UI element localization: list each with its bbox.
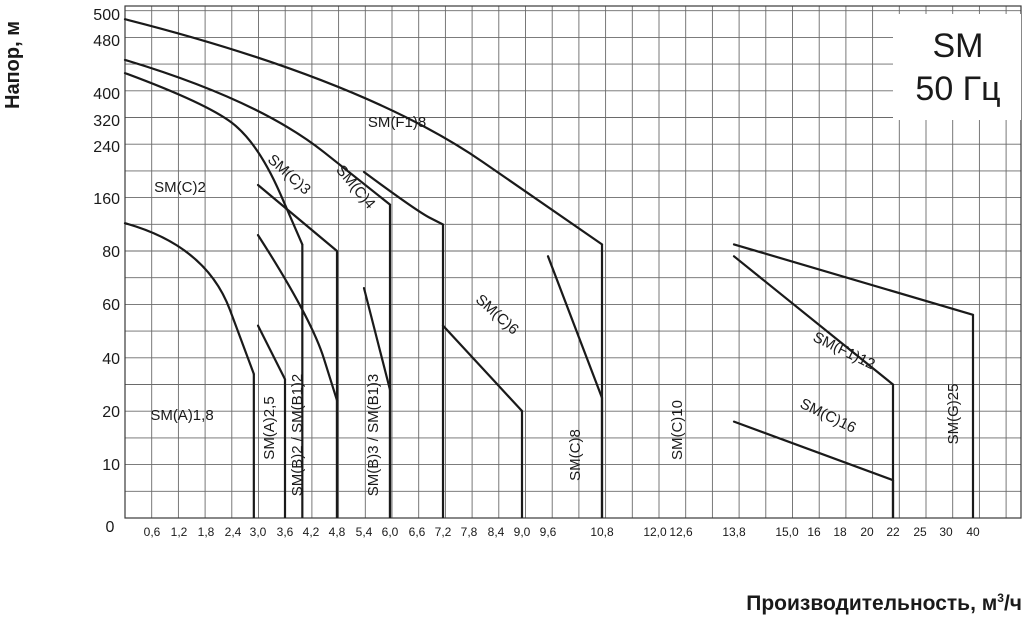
series-label-6: SM(B)3 / SM(B1)3 <box>365 374 382 497</box>
series-curve-1 <box>123 72 304 246</box>
x-tick-label: 0,6 <box>144 525 161 539</box>
x-tick-label: 12,0 <box>643 525 667 539</box>
y-axis-label: Напор, м <box>2 21 24 109</box>
x-tick-label: 1,8 <box>198 525 215 539</box>
x-tick-label: 2,4 <box>225 525 242 539</box>
series-curve-7 <box>362 170 445 226</box>
x-axis-label-sup: 3 <box>997 591 1004 605</box>
series-label-12: SM(F1)12 <box>810 329 877 374</box>
series-label-5: SM(C)4 <box>332 162 378 213</box>
series-curve-8 <box>441 324 524 413</box>
y-tick-label: 160 <box>93 191 120 208</box>
y-tick-label: 80 <box>102 244 120 261</box>
x-tick-label: 20 <box>860 525 874 539</box>
chart-subtitle: 50 Гц <box>915 70 1000 108</box>
series-label-3: SM(B)2 / SM(B1)2 <box>289 374 306 497</box>
x-axis-label: Производительность, м3/ч <box>746 591 1022 616</box>
series-label-0: SM(A)1,8 <box>150 407 213 424</box>
y-tick-label: 500 <box>93 7 120 24</box>
y-tick-label: 240 <box>93 139 120 156</box>
x-tick-label: 3,6 <box>277 525 294 539</box>
x-tick-label: 5,4 <box>356 525 373 539</box>
y-tick-label: 40 <box>102 351 120 368</box>
plot-frame <box>124 5 1022 519</box>
x-tick-label: 16 <box>807 525 821 539</box>
x-axis-label-suffix: /ч <box>1003 592 1022 615</box>
y-tick-label: 320 <box>93 113 120 130</box>
series-curve-0 <box>123 222 255 375</box>
x-tick-label: 10,8 <box>590 525 614 539</box>
y-tick-label: 480 <box>93 33 120 50</box>
series-curve-10 <box>123 18 604 246</box>
x-tick-label: 30 <box>939 525 953 539</box>
series-label-9: SM(C)10 <box>669 400 686 460</box>
series-label-1: SM(C)2 <box>154 179 206 196</box>
x-tick-label: 6,0 <box>382 525 399 539</box>
x-tick-label: 6,6 <box>409 525 426 539</box>
x-tick-label: 9,6 <box>540 525 557 539</box>
x-tick-label: 7,2 <box>435 525 452 539</box>
series-curve-6 <box>362 287 392 391</box>
series-label-2: SM(A)2,5 <box>261 396 278 459</box>
x-tick-label: 22 <box>886 525 900 539</box>
x-tick-label: 15,0 <box>775 525 799 539</box>
x-tick-label: 12,6 <box>669 525 693 539</box>
series-label-11: SM(C)16 <box>797 395 858 437</box>
origin-label: 0 <box>106 519 115 536</box>
x-tick-label: 1,2 <box>171 525 188 539</box>
x-tick-label: 9,0 <box>514 525 531 539</box>
series-label-13: SM(G)25 <box>945 384 962 445</box>
series-curve-13 <box>732 243 975 316</box>
series-label-8: SM(C)8 <box>567 429 584 481</box>
y-tick-label: 400 <box>93 86 120 103</box>
x-tick-label: 7,8 <box>461 525 478 539</box>
x-tick-label: 40 <box>966 525 980 539</box>
x-tick-label: 8,4 <box>488 525 505 539</box>
y-tick-label: 60 <box>102 297 120 314</box>
x-tick-label: 18 <box>833 525 847 539</box>
x-tick-label: 4,2 <box>303 525 320 539</box>
x-tick-label: 13,8 <box>722 525 746 539</box>
x-tick-label: 25 <box>913 525 927 539</box>
title-box <box>893 14 1021 120</box>
series-label-10: SM(F1)8 <box>368 114 426 131</box>
series-curve-3 <box>256 234 339 402</box>
series-curve-5 <box>123 58 392 206</box>
series-curve-4 <box>256 183 339 253</box>
x-axis-label-text: Производительность, м <box>746 592 998 615</box>
x-tick-label: 3,0 <box>250 525 267 539</box>
series-curve-2 <box>256 324 287 381</box>
series-curve-11 <box>732 420 895 482</box>
y-tick-label: 20 <box>102 404 120 421</box>
series-curve-9 <box>546 255 604 399</box>
chart-title: SM <box>933 27 984 65</box>
x-tick-label: 4,8 <box>329 525 346 539</box>
series-curve-12 <box>732 255 895 386</box>
y-tick-label: 10 <box>102 457 120 474</box>
